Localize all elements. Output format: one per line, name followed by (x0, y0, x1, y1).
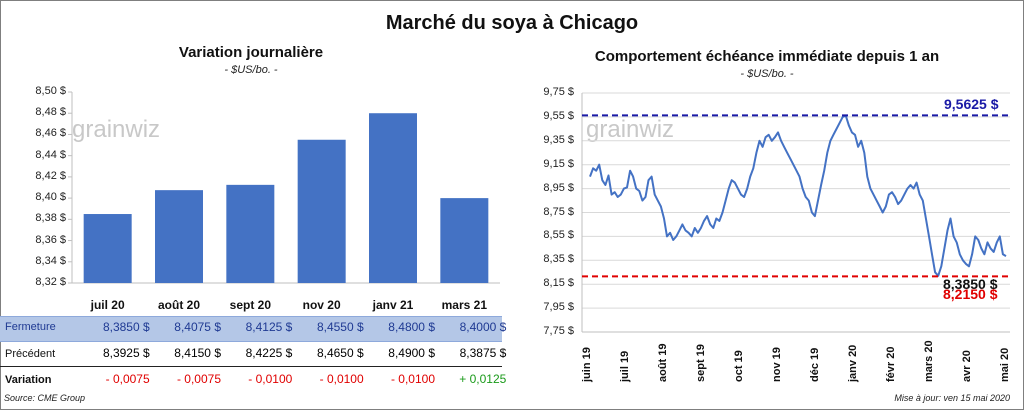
left-watermark: grainwiz (72, 116, 161, 143)
left-x-tick-label: nov 20 (302, 298, 341, 312)
high-reference-label: 9,5625 $ (944, 96, 999, 112)
right-y-tick-label: 9,75 $ (543, 86, 574, 98)
bar-sept-20 (226, 184, 275, 283)
right-x-tick-label: févr 20 (885, 346, 897, 382)
variation-value-cell: - 0,0100 (319, 372, 364, 386)
left-y-tick-label: 8,44 $ (35, 148, 66, 161)
close-value-cell: 8,4550 $ (316, 320, 364, 334)
bar-juil-20 (83, 214, 132, 283)
variation-value-cell: + 0,0125 (459, 372, 507, 386)
source-note: Source: CME Group (4, 393, 86, 403)
right-x-tick-label: août 19 (657, 343, 669, 382)
left-y-tick-label: 8,46 $ (35, 127, 66, 140)
left-x-tick-label: mars 21 (441, 298, 488, 312)
price-series-line (589, 114, 1007, 277)
last-price-label: 8,3850 $ (943, 276, 998, 292)
right-x-tick-label: oct 19 (733, 350, 745, 382)
close-value-cell: 8,4800 $ (388, 320, 435, 334)
left-y-tick-label: 8,34 $ (35, 254, 66, 267)
left-y-tick-label: 8,50 $ (35, 85, 66, 97)
right-x-tick-label: avr 20 (961, 350, 973, 382)
close-value-cell: 8,4125 $ (245, 320, 293, 334)
previous-value-cell: 8,3925 $ (102, 346, 150, 360)
right-chart-unit: - $US/bo. - (740, 68, 794, 80)
left-y-tick-label: 8,36 $ (35, 233, 66, 246)
close-value-cell: 8,3850 $ (102, 320, 150, 334)
variation-value-cell: - 0,0100 (248, 372, 293, 386)
variation-row-label: Variation (5, 374, 52, 386)
right-y-tick-label: 9,35 $ (543, 133, 574, 146)
variation-value-cell: - 0,0075 (105, 372, 150, 386)
right-x-tick-label: juin 19 (581, 347, 593, 382)
variation-value-cell: - 0,0075 (176, 372, 221, 386)
right-y-tick-label: 8,95 $ (543, 181, 574, 194)
left-x-tick-label: janv 21 (372, 298, 414, 312)
right-x-tick-label: janv 20 (847, 344, 859, 382)
right-x-tick-label: sept 19 (695, 344, 707, 382)
bar-mars-21 (440, 198, 489, 283)
bar-nov-20 (297, 139, 346, 283)
previous-value-cell: 8,4900 $ (388, 346, 435, 360)
previous-value-cell: 8,4225 $ (245, 346, 293, 360)
left-x-tick-label: août 20 (157, 298, 200, 312)
right-chart-title: Comportement échéance immédiate depuis 1… (594, 48, 940, 65)
left-x-tick-label: sept 20 (229, 298, 271, 312)
table-divider (0, 366, 502, 367)
close-row-band (0, 316, 502, 342)
previous-value-cell: 8,4150 $ (174, 346, 221, 360)
daily-variation-bar-chart (68, 91, 500, 284)
left-x-tick-label: juil 20 (90, 298, 125, 312)
right-x-tick-label: nov 19 (771, 347, 783, 382)
variation-value-cell: - 0,0100 (390, 372, 435, 386)
bar-août-20 (155, 190, 203, 283)
left-y-tick-label: 8,48 $ (35, 106, 66, 119)
close-value-cell: 8,4000 $ (459, 320, 507, 334)
right-y-tick-label: 8,15 $ (543, 277, 574, 290)
left-y-tick-label: 8,40 $ (35, 191, 66, 204)
left-chart-title: Variation journalière (178, 44, 324, 61)
left-chart-unit: - $US/bo. - (224, 64, 278, 76)
right-y-tick-label: 9,55 $ (543, 109, 574, 122)
low-reference-label: 8,2150 $ (943, 286, 998, 302)
right-x-tick-label: déc 19 (809, 347, 821, 382)
previous-row-label: Précédent (5, 348, 56, 360)
close-value-cell: 8,4075 $ (174, 320, 221, 334)
left-y-tick-label: 8,32 $ (35, 276, 66, 288)
right-y-tick-label: 7,75 $ (543, 325, 574, 337)
right-y-tick-label: 9,15 $ (543, 157, 574, 170)
right-x-tick-label: juil 19 (619, 350, 631, 382)
right-x-tick-label: mars 20 (923, 340, 935, 382)
previous-value-cell: 8,4650 $ (316, 346, 364, 360)
bar-janv-21 (369, 113, 417, 283)
right-x-tick-label: mai 20 (999, 347, 1011, 382)
left-y-tick-label: 8,38 $ (35, 212, 66, 225)
right-y-tick-label: 7,95 $ (543, 301, 574, 314)
update-note: Mise à jour: ven 15 mai 2020 (894, 393, 1010, 403)
right-y-tick-label: 8,35 $ (543, 253, 574, 266)
right-y-tick-label: 8,75 $ (543, 205, 574, 218)
close-row-label: Fermeture (5, 321, 56, 333)
left-y-tick-label: 8,42 $ (35, 169, 66, 182)
main-title: Marché du soya à Chicago (385, 12, 639, 34)
previous-value-cell: 8,3875 $ (459, 346, 507, 360)
right-y-tick-label: 8,55 $ (543, 229, 574, 242)
right-watermark: grainwiz (586, 116, 675, 143)
